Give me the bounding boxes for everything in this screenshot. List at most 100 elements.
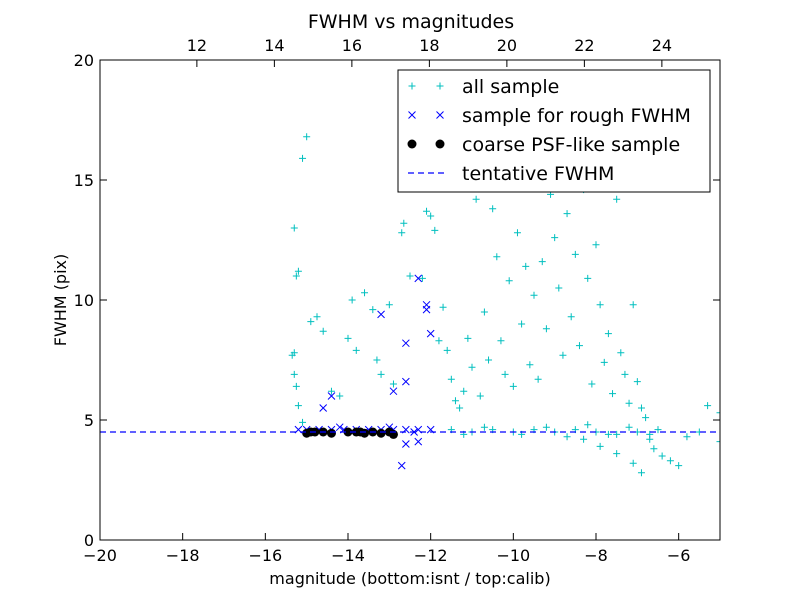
data-point [716, 409, 720, 417]
data-point [654, 426, 662, 434]
data-point [625, 423, 633, 431]
data-point [584, 274, 592, 282]
data-point [716, 438, 720, 446]
data-point [509, 382, 517, 390]
legend-marker [436, 82, 444, 90]
data-point [596, 301, 604, 309]
axis-ticks: −20 −18 −16 −14 −12 −10 −8 −6 12 14 16 18 20 22 24 0 5 10… [74, 36, 720, 565]
top-x-tick-label: 12 [187, 36, 207, 55]
data-point [460, 387, 468, 395]
data-point [292, 272, 300, 280]
data-point [397, 461, 406, 470]
top-x-tick-label: 14 [264, 36, 284, 55]
data-point [501, 370, 509, 378]
top-x-tick-label: 22 [574, 36, 594, 55]
data-point [373, 356, 381, 364]
top-x-tick-label: 24 [652, 36, 672, 55]
data-point [464, 334, 472, 342]
top-x-tick-label: 16 [342, 36, 362, 55]
data-point [485, 356, 493, 364]
data-point [326, 428, 336, 438]
data-point [658, 452, 666, 460]
data-point [518, 320, 526, 328]
data-point [288, 351, 296, 359]
data-point [580, 435, 588, 443]
legend-label: tentative FWHM [462, 163, 614, 185]
data-point [398, 229, 406, 237]
data-point [567, 313, 575, 321]
legend-label: sample for rough FWHM [462, 105, 691, 127]
data-point [513, 229, 521, 237]
data-point [604, 430, 612, 438]
x-axis-label: magnitude (bottom:isnt / top:calib) [269, 569, 550, 588]
data-point [629, 301, 637, 309]
data-point [377, 310, 385, 319]
data-point [650, 445, 658, 453]
data-point [422, 305, 431, 314]
y-axis-label: FWHM (pix) [51, 254, 70, 347]
data-point [468, 363, 476, 371]
x-tick-label: −18 [166, 546, 200, 565]
top-x-tick-label: 18 [419, 36, 439, 55]
data-point [344, 334, 352, 342]
data-point [480, 423, 488, 431]
data-point [427, 212, 435, 220]
data-point [335, 423, 344, 432]
data-point [588, 380, 596, 388]
data-point [642, 414, 650, 422]
chart-title: FWHM vs magnitudes [308, 11, 514, 33]
data-point [435, 337, 443, 345]
data-point [402, 377, 410, 386]
legend-label: all sample [462, 76, 559, 98]
data-point [406, 272, 414, 280]
data-point [530, 291, 538, 299]
data-point [522, 262, 530, 270]
data-point [327, 387, 335, 395]
y-tick-label: 0 [84, 531, 94, 550]
data-point [423, 207, 431, 215]
data-point [538, 258, 546, 266]
data-point [621, 370, 629, 378]
data-point [303, 133, 311, 141]
data-point [319, 404, 328, 412]
data-point [613, 195, 621, 203]
series-plus [288, 133, 720, 477]
data-point [352, 346, 360, 354]
data-point [609, 390, 617, 398]
x-tick-label: −20 [83, 546, 117, 565]
data-point [376, 428, 386, 438]
top-x-tick-label: 20 [497, 36, 517, 55]
data-point [299, 154, 307, 162]
data-point [555, 284, 563, 292]
x-tick-label: −16 [248, 546, 282, 565]
data-point [551, 234, 559, 242]
data-point [348, 296, 356, 304]
legend-label: coarse PSF-like sample [462, 134, 680, 156]
x-tick-label: −14 [331, 546, 365, 565]
data-point [666, 457, 674, 465]
data-point [497, 337, 505, 345]
data-point [480, 308, 488, 316]
data-point [526, 361, 534, 369]
data-point [563, 210, 571, 218]
data-point [600, 358, 608, 366]
data-point [456, 404, 464, 412]
data-point [336, 392, 344, 400]
data-point [476, 392, 484, 400]
data-point [327, 392, 336, 400]
data-point [443, 346, 451, 354]
data-point [575, 342, 583, 350]
data-point [629, 459, 637, 467]
legend: all sample sample for rough FWHM coarse PS… [397, 69, 711, 193]
x-tick-label: −10 [496, 546, 530, 565]
data-point [369, 306, 377, 314]
data-point [292, 382, 300, 390]
data-point [646, 430, 654, 438]
data-point [584, 421, 592, 429]
data-point [385, 301, 393, 309]
data-point [294, 402, 302, 410]
data-point [414, 274, 423, 283]
y-tick-label: 10 [74, 291, 94, 310]
data-point [596, 442, 604, 450]
